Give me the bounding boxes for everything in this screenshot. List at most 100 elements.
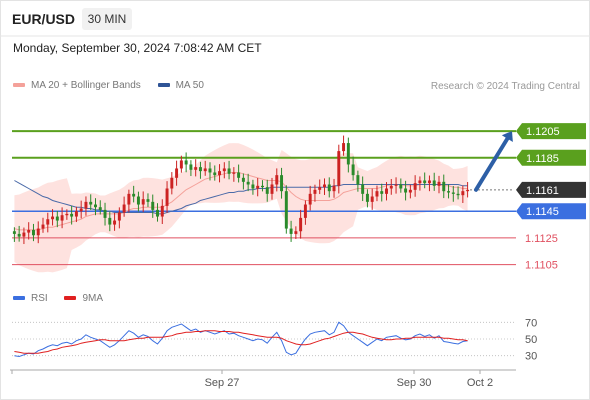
level-label-1.1205: 1.1205 (526, 126, 560, 138)
legend-rsi-swatch (13, 296, 25, 301)
candle (332, 178, 336, 198)
candle (337, 144, 341, 194)
candle-body (461, 191, 465, 196)
candle-body (246, 181, 250, 185)
rsi-legend: RSI 9MA (13, 293, 117, 304)
candle (399, 178, 403, 193)
candle-body (208, 168, 212, 173)
candle-body (408, 189, 412, 193)
candle (103, 202, 107, 226)
legend-ma50-label: MA 50 (175, 80, 204, 91)
candle (198, 161, 202, 179)
candle (356, 170, 360, 192)
candle (22, 227, 26, 245)
level-tag-1.1145 (516, 203, 586, 220)
candle-body (466, 189, 470, 192)
candle (208, 162, 212, 181)
level-tag-1.1205 (516, 123, 586, 140)
x-tick-label-2: Oct 2 (467, 377, 493, 389)
candle-body (198, 167, 202, 172)
candle (41, 217, 45, 233)
candle (65, 209, 69, 220)
candle (232, 167, 236, 182)
candle-body (361, 184, 365, 194)
candle (46, 212, 50, 233)
candle (184, 152, 188, 173)
candle (241, 173, 245, 190)
candle-body (456, 193, 460, 196)
level-label-1.1161: 1.1161 (526, 185, 559, 197)
candle-body (79, 208, 83, 212)
candle (156, 203, 159, 222)
candle (313, 184, 317, 202)
candle-body (342, 143, 346, 152)
candle-body (218, 171, 222, 176)
x-tick-label-0: Sep 27 (205, 377, 240, 389)
candle (237, 164, 241, 183)
candle-body (170, 177, 174, 189)
candle (375, 185, 379, 202)
candle-body (432, 180, 436, 186)
candle-body (270, 184, 274, 194)
timeframe-badge[interactable]: 30 MIN (82, 8, 132, 30)
legend-ma20-swatch (13, 83, 25, 88)
candle-body (17, 233, 21, 237)
candle (222, 162, 226, 179)
candle-body (327, 184, 331, 192)
candle-body (227, 168, 231, 174)
candle (55, 210, 59, 228)
level-label-1.1185: 1.1185 (526, 153, 559, 165)
candle-body (146, 199, 150, 202)
candle-body (365, 193, 369, 202)
candle (136, 191, 140, 212)
candle-body (127, 193, 131, 205)
candle-body (213, 172, 217, 176)
candle-body (313, 189, 317, 194)
candle-body (60, 215, 64, 221)
candle (456, 186, 460, 200)
candle-body (346, 143, 350, 165)
candle (165, 181, 169, 213)
candle-body (108, 217, 112, 225)
candle-body (122, 204, 126, 213)
candle-body (55, 216, 59, 221)
candle-body (189, 164, 193, 170)
candle (418, 176, 422, 191)
candle (60, 207, 64, 229)
candle-body (289, 228, 293, 234)
candle (389, 178, 393, 195)
candle-body (98, 207, 102, 210)
candle (246, 173, 250, 192)
candle-body (370, 196, 374, 202)
candle-body (394, 184, 398, 186)
candle (108, 211, 112, 232)
candle (27, 222, 31, 240)
candle-body (31, 229, 35, 236)
candle (70, 205, 74, 225)
candle-body (337, 151, 341, 186)
candle (141, 191, 145, 212)
candle (218, 164, 222, 183)
candle (342, 135, 346, 156)
candle-body (51, 216, 55, 220)
candle (413, 175, 417, 197)
candle-body (222, 168, 226, 172)
candle-body (36, 228, 40, 236)
chart-header: EUR/USD 30 MIN (0, 0, 590, 36)
forecast-arrow-head (501, 131, 513, 143)
candle (299, 209, 303, 239)
candle (170, 172, 174, 195)
candle (404, 180, 408, 201)
level-label-1.1145: 1.1145 (526, 206, 559, 218)
candle-body (284, 191, 288, 229)
candle-body (156, 209, 159, 217)
candle-body (165, 188, 169, 206)
candle-body (179, 160, 183, 169)
candle (451, 185, 455, 202)
candle-body (175, 168, 179, 178)
candle-body (299, 217, 303, 232)
candle (175, 160, 179, 186)
candle (194, 159, 198, 177)
candle (427, 175, 431, 192)
